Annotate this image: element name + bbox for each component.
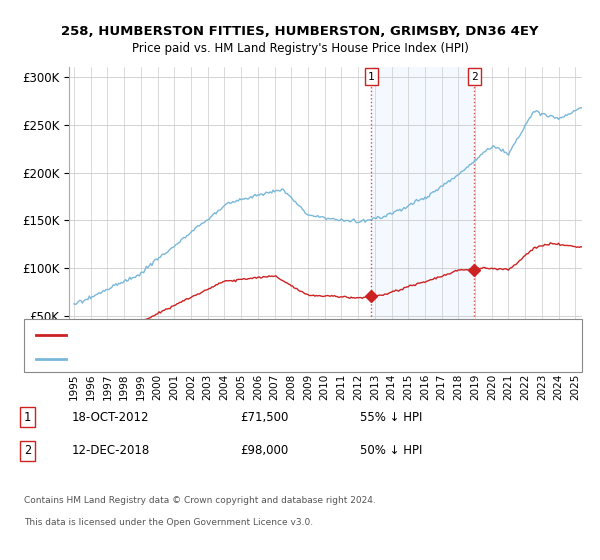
- Text: Contains HM Land Registry data © Crown copyright and database right 2024.: Contains HM Land Registry data © Crown c…: [24, 496, 376, 505]
- Text: 1: 1: [24, 410, 31, 424]
- Text: £71,500: £71,500: [240, 410, 289, 424]
- Text: 50% ↓ HPI: 50% ↓ HPI: [360, 444, 422, 458]
- Text: 18-OCT-2012: 18-OCT-2012: [72, 410, 149, 424]
- Text: 2: 2: [471, 72, 478, 82]
- Text: 1: 1: [368, 72, 375, 82]
- Text: 55% ↓ HPI: 55% ↓ HPI: [360, 410, 422, 424]
- Text: £98,000: £98,000: [240, 444, 288, 458]
- Text: This data is licensed under the Open Government Licence v3.0.: This data is licensed under the Open Gov…: [24, 518, 313, 527]
- Text: HPI: Average price, detached house, North East Lincolnshire: HPI: Average price, detached house, Nort…: [72, 354, 386, 364]
- Bar: [371, 67, 474, 364]
- Text: 12-DEC-2018: 12-DEC-2018: [72, 444, 150, 458]
- Text: 258, HUMBERSTON FITTIES, HUMBERSTON, GRIMSBY, DN36 4EY (detached house): 258, HUMBERSTON FITTIES, HUMBERSTON, GRI…: [72, 330, 499, 340]
- Text: 2: 2: [24, 444, 31, 458]
- Text: Price paid vs. HM Land Registry's House Price Index (HPI): Price paid vs. HM Land Registry's House …: [131, 42, 469, 55]
- Text: 258, HUMBERSTON FITTIES, HUMBERSTON, GRIMSBY, DN36 4EY: 258, HUMBERSTON FITTIES, HUMBERSTON, GRI…: [61, 25, 539, 38]
